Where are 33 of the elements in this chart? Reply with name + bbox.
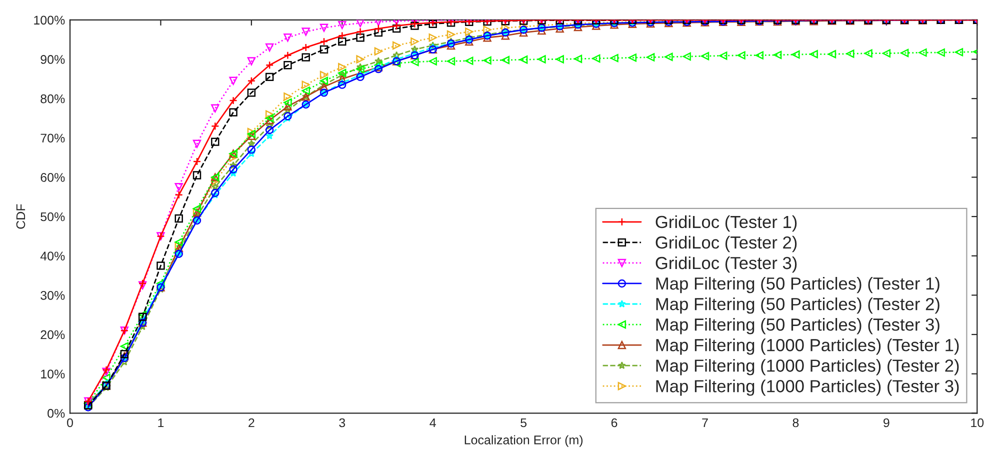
x-tick-label: 10 — [971, 418, 984, 428]
legend-label: GridiLoc (Tester 3) — [656, 256, 797, 273]
y-tick-label: 20% — [40, 330, 65, 340]
y-tick-label: 80% — [40, 94, 65, 104]
legend-label: Map Filtering (1000 Particles) (Tester 3) — [656, 380, 959, 396]
y-tick-label: 50% — [40, 212, 65, 222]
y-axis-title: CDF — [16, 204, 26, 229]
legend-label: Map Filtering (1000 Particles) (Tester 1) — [656, 338, 959, 355]
y-tick-label: 60% — [40, 173, 65, 182]
y-tick-label: 10% — [41, 370, 65, 378]
x-tick-label: 1 — [158, 418, 164, 428]
legend-label: GridiLoc (Tester 2) — [656, 236, 797, 252]
x-tick-label: 4 — [430, 418, 436, 428]
x-tick-label: 2 — [248, 418, 254, 428]
y-tick-label: 0% — [48, 408, 65, 418]
x-tick-label: 5 — [520, 418, 527, 428]
x-tick-label: 9 — [884, 418, 890, 428]
legend-label: GridiLoc (Tester 1) — [656, 215, 797, 232]
x-tick-label: 3 — [339, 418, 346, 428]
legend-label: Map Filtering (1000 Particles) (Tester 2) — [656, 359, 959, 376]
legend-label: Map Filtering (50 Particles) (Tester 3) — [656, 318, 940, 334]
y-tick-label: 90% — [40, 55, 65, 64]
legend-label: Map Filtering (50 Particles) (Tester 2) — [656, 297, 940, 314]
y-tick-label: 100% — [34, 16, 65, 25]
x-tick-label: 6 — [611, 418, 618, 428]
legend-label: Map Filtering (50 Particles) (Tester 1) — [656, 276, 940, 294]
y-tick-label: 70% — [40, 134, 65, 143]
x-axis-title: Localization Error (m) — [464, 435, 583, 447]
x-tick-label: 7 — [702, 418, 708, 428]
y-tick-label: 40% — [40, 252, 65, 261]
y-tick-label: 30% — [40, 290, 65, 300]
x-tick-label: 8 — [792, 418, 799, 428]
x-tick-label: 0 — [67, 418, 73, 428]
